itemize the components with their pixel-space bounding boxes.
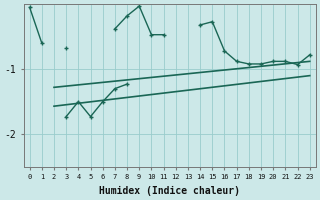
X-axis label: Humidex (Indice chaleur): Humidex (Indice chaleur)	[99, 186, 240, 196]
